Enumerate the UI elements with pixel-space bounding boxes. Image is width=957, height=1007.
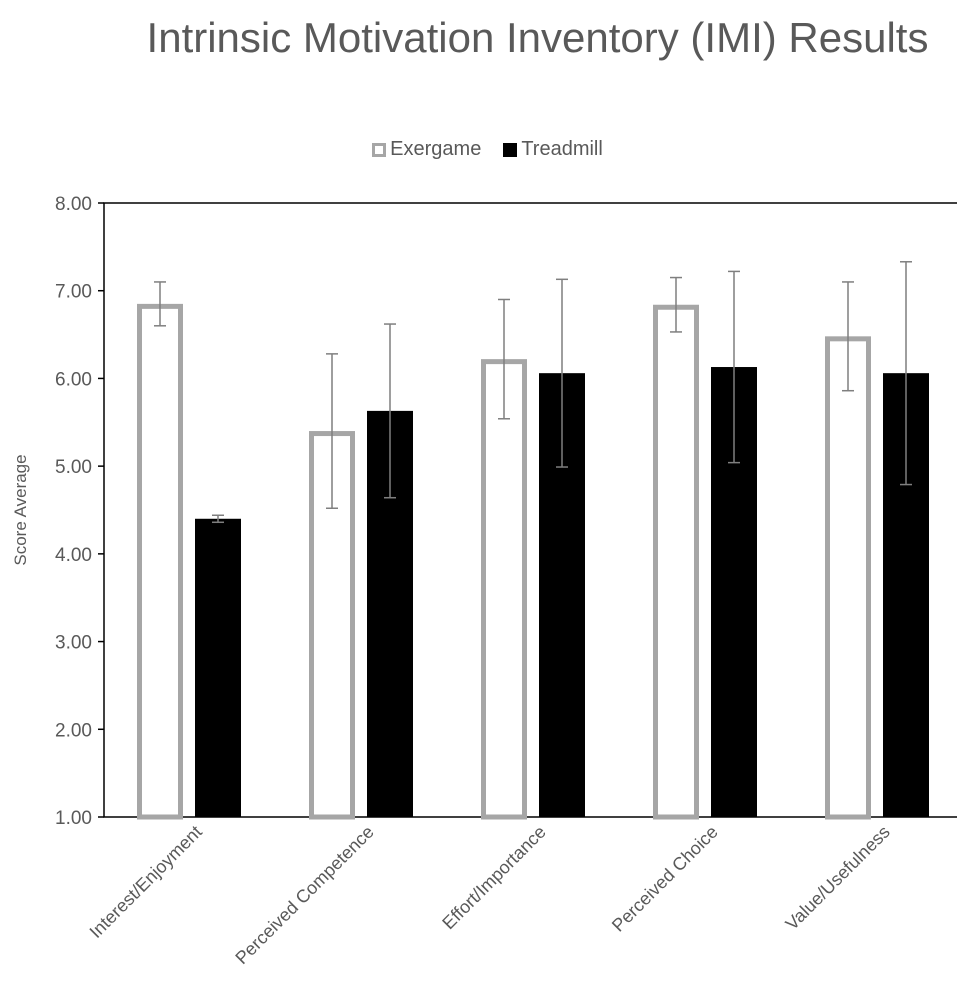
x-tick-label: Perceived Competence	[231, 822, 377, 968]
legend: Exergame Treadmill	[0, 138, 957, 161]
y-tick-label: 3.00	[55, 633, 92, 654]
y-tick-label: 6.00	[55, 369, 92, 390]
legend-swatch-exergame	[372, 142, 387, 157]
x-tick-label: Value/Usefulness	[782, 822, 894, 934]
x-tick-label: Perceived Choice	[608, 822, 722, 936]
y-tick-label: 8.00	[55, 194, 92, 215]
y-tick-label: 2.00	[55, 720, 92, 741]
legend-label-exergame: Exergame	[390, 138, 482, 160]
bar-exergame	[137, 303, 183, 820]
bar-exergame	[653, 304, 699, 820]
y-axis-label: Score Average	[11, 454, 30, 565]
bar-exergame	[481, 359, 527, 820]
x-tick-label: Interest/Enjoyment	[86, 822, 206, 942]
bar-exergame	[825, 336, 871, 820]
plot-area	[103, 202, 957, 818]
y-tick-label: 1.00	[55, 808, 92, 829]
y-tick-label: 4.00	[55, 545, 92, 566]
chart-title: Intrinsic Motivation Inventory (IMI) Res…	[146, 14, 929, 61]
legend-item-exergame: Exergame	[372, 138, 481, 161]
legend-item-treadmill: Treadmill	[503, 138, 603, 161]
x-tick-label: Effort/Importance	[438, 822, 550, 934]
legend-label-treadmill: Treadmill	[521, 138, 603, 160]
legend-swatch-treadmill	[503, 142, 518, 157]
y-tick-label: 7.00	[55, 282, 92, 303]
bar-treadmill	[195, 518, 241, 817]
y-tick-label: 5.00	[55, 457, 92, 478]
